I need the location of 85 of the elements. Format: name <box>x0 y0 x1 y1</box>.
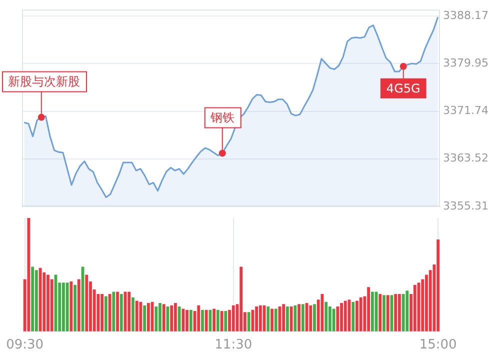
bar <box>436 240 440 332</box>
y-tick-label: 3371.74 <box>443 104 488 118</box>
bar <box>398 294 401 332</box>
bar <box>77 279 80 332</box>
bar <box>27 218 30 332</box>
bar <box>270 308 274 332</box>
bar <box>146 303 150 332</box>
bar <box>46 274 50 332</box>
bar <box>378 294 382 332</box>
bar <box>158 303 162 332</box>
bar <box>212 308 216 332</box>
annotation: 4G5G <box>386 81 420 96</box>
bar <box>266 306 270 332</box>
bar <box>298 304 300 332</box>
bar <box>197 305 200 332</box>
bar <box>294 305 297 332</box>
bar <box>31 266 34 332</box>
bar <box>116 292 119 332</box>
bar <box>382 295 386 332</box>
bar <box>42 272 46 332</box>
bar <box>216 310 220 332</box>
bar <box>62 282 65 332</box>
bar <box>274 308 278 332</box>
bar <box>228 310 231 332</box>
bar <box>224 310 228 332</box>
bar <box>132 297 134 332</box>
bar <box>135 300 138 332</box>
bar <box>251 310 254 332</box>
bar <box>340 303 343 332</box>
bar <box>282 304 286 332</box>
bar <box>112 292 116 332</box>
bar <box>258 305 262 332</box>
x-tick-label: 15:00 <box>419 338 457 353</box>
bar <box>182 308 185 332</box>
bar <box>70 282 73 332</box>
bar <box>128 292 131 332</box>
bar <box>66 282 69 332</box>
bar <box>309 305 312 332</box>
bar <box>120 294 123 332</box>
bar <box>344 300 347 332</box>
bar <box>356 300 358 332</box>
bar <box>34 270 38 332</box>
bar <box>313 304 316 332</box>
bar <box>290 306 293 332</box>
bar <box>100 294 104 332</box>
bar <box>255 306 258 332</box>
bar <box>240 266 243 332</box>
annotation: 钢铁 <box>209 110 234 124</box>
bar <box>186 310 188 332</box>
y-tick-label: 3388.17 <box>443 9 488 22</box>
bar <box>386 295 390 332</box>
bar <box>301 304 304 332</box>
bar <box>139 302 142 332</box>
bar <box>85 274 88 332</box>
y-tick-label: 3363.52 <box>443 152 488 165</box>
bar <box>394 294 398 332</box>
bar <box>154 306 158 332</box>
bar <box>324 302 328 332</box>
y-tick-label: 3379.95 <box>443 56 488 70</box>
bar <box>367 287 370 332</box>
bar <box>174 303 177 332</box>
bar <box>201 310 204 332</box>
bar <box>406 290 409 332</box>
bar <box>336 306 340 332</box>
bar <box>359 297 362 332</box>
bar <box>413 284 416 332</box>
bar <box>232 305 235 332</box>
x-tick-label: 09:30 <box>6 338 44 353</box>
bar <box>247 312 250 332</box>
y-tick-label: 3355.31 <box>443 199 488 212</box>
bar <box>178 306 181 332</box>
bar <box>104 296 108 332</box>
bar <box>143 305 146 332</box>
bar <box>286 306 289 332</box>
annotation: 新股与次新股 <box>8 74 80 88</box>
bar <box>370 292 374 332</box>
bar <box>328 306 332 332</box>
bar <box>74 284 76 332</box>
bar <box>402 294 405 332</box>
bar <box>204 310 208 332</box>
x-tick-label: 11:30 <box>214 338 252 353</box>
bar <box>162 304 166 332</box>
bar <box>170 305 174 332</box>
bar <box>189 310 192 332</box>
bar <box>352 302 355 332</box>
